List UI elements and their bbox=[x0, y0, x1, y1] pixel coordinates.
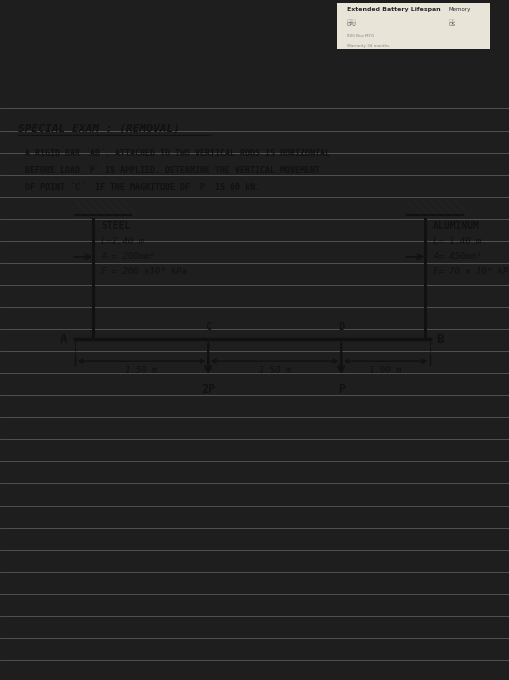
Text: E = 200 x10⁶ kPa: E = 200 x10⁶ kPa bbox=[101, 267, 187, 276]
Text: OF POINT ´C´  IF THE MAGNITUDE OF  P  IS 60 kN.: OF POINT ´C´ IF THE MAGNITUDE OF P IS 60… bbox=[25, 183, 260, 192]
Text: 800 Bus MTG: 800 Bus MTG bbox=[346, 33, 373, 37]
Text: Extended Battery Lifespan: Extended Battery Lifespan bbox=[346, 7, 440, 12]
Text: Extended Battery Lifespan: Extended Battery Lifespan bbox=[346, 7, 440, 12]
Text: CPU: CPU bbox=[346, 22, 356, 27]
FancyBboxPatch shape bbox=[336, 3, 489, 49]
Text: A: A bbox=[60, 333, 67, 345]
Text: A = 200mm²: A = 200mm² bbox=[101, 252, 154, 261]
Text: 2P: 2P bbox=[201, 384, 215, 396]
Text: Memory: Memory bbox=[448, 7, 470, 12]
Text: P: P bbox=[337, 384, 344, 396]
Text: Warranty 34 months: Warranty 34 months bbox=[346, 44, 388, 48]
Text: 1.50 m: 1.50 m bbox=[258, 366, 290, 375]
Text: ALUMINUM: ALUMINUM bbox=[432, 221, 479, 231]
Text: 1.00 m: 1.00 m bbox=[369, 366, 401, 375]
Text: L= 1.40 m: L= 1.40 m bbox=[432, 237, 480, 245]
Text: 1.50 m: 1.50 m bbox=[125, 366, 157, 375]
Text: CPU: CPU bbox=[346, 20, 356, 24]
Text: E= 70 x 10⁶ kPa: E= 70 x 10⁶ kPa bbox=[432, 267, 509, 276]
Text: Memory: Memory bbox=[448, 7, 470, 12]
Text: A RIGID BAR ´AB´, ATTACHED TO TWO VERTICAL RODS IS HORIZONTAL: A RIGID BAR ´AB´, ATTACHED TO TWO VERTIC… bbox=[25, 148, 329, 158]
Text: C: C bbox=[205, 322, 211, 332]
Text: B: B bbox=[435, 333, 443, 345]
Text: A= 450mm²: A= 450mm² bbox=[432, 252, 480, 261]
Text: OS: OS bbox=[448, 22, 455, 27]
Text: L=2.40 m: L=2.40 m bbox=[101, 237, 144, 245]
Text: D: D bbox=[337, 322, 344, 332]
Text: BEFORE LOAD ´P´ IS APPLIED. DETERMINE THE VERTICAL MOVEMENT: BEFORE LOAD ´P´ IS APPLIED. DETERMINE TH… bbox=[25, 166, 319, 175]
Text: STEEL: STEEL bbox=[101, 221, 130, 231]
Text: SPECIAL EXAM : (REMOVAL): SPECIAL EXAM : (REMOVAL) bbox=[18, 124, 180, 133]
Text: OS: OS bbox=[448, 20, 455, 24]
